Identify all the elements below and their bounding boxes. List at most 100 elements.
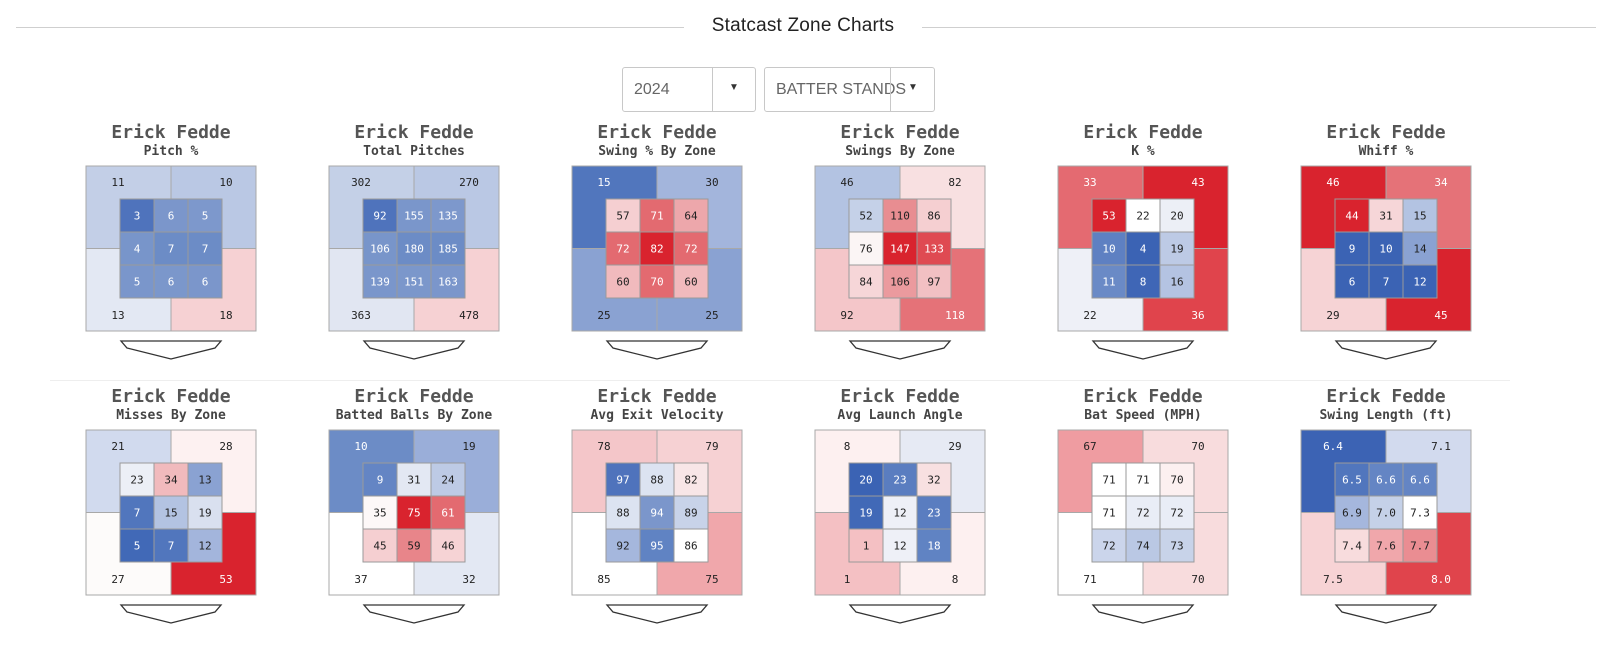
- strike-zone-value: 71: [650, 210, 663, 223]
- outer-zone-value: 29: [948, 440, 961, 453]
- strike-zone-value: 6: [168, 276, 175, 289]
- caret-down-icon[interactable]: ▼: [908, 82, 918, 93]
- strike-zone-value: 7: [134, 507, 141, 520]
- strike-zone-cell: [1091, 495, 1127, 530]
- strike-zone-value: 9: [377, 474, 384, 487]
- strike-zone-value: 3: [134, 210, 141, 223]
- chart-title: Avg Exit Velocity: [590, 408, 724, 423]
- strike-zone-cell: [1159, 231, 1195, 266]
- outer-zone-value: 46: [1326, 176, 1339, 189]
- strike-zone-value: 59: [407, 540, 420, 553]
- chart-title: Swing % By Zone: [598, 144, 716, 159]
- strike-zone-cell: [882, 462, 918, 497]
- batter-stands-select[interactable]: BATTER STANDS ▼: [764, 67, 935, 112]
- outer-zone-value: 118: [945, 309, 965, 322]
- strike-zone-value: 13: [198, 474, 211, 487]
- strike-zone-cell: [673, 528, 709, 563]
- strike-zone-cell: [430, 462, 466, 497]
- year-select[interactable]: 2024 ▼: [622, 67, 756, 112]
- strike-zone-cell: [153, 198, 189, 233]
- strike-zone-value: 4: [134, 243, 141, 256]
- strike-zone-cell: [916, 462, 952, 497]
- chart-title: Misses By Zone: [116, 408, 226, 423]
- outer-zone-value: 25: [597, 309, 610, 322]
- outer-zone-value: 6.4: [1323, 440, 1343, 453]
- outer-zone-value: 92: [840, 309, 853, 322]
- outer-zone-value: 43: [1191, 176, 1204, 189]
- zone-heatmap: 67 70 71 70 71 71 70 71 72 72 72 74 73: [1057, 429, 1229, 624]
- strike-zone-value: 20: [1170, 210, 1183, 223]
- zone-chart: Erick Fedde Total Pitches 302 270 363 478 92 15…: [304, 122, 524, 362]
- strike-zone-cell: [187, 528, 223, 563]
- strike-zone-cell: [639, 264, 675, 299]
- outer-zone-value: 46: [840, 176, 853, 189]
- strike-zone-cell: [1125, 231, 1161, 266]
- strike-zone-value: 72: [1102, 540, 1115, 553]
- home-plate-icon: [1091, 340, 1195, 360]
- strike-zone-value: 106: [890, 276, 910, 289]
- strike-zone-value: 12: [1413, 276, 1426, 289]
- chart-title: K %: [1131, 144, 1155, 159]
- strike-zone-value: 5: [134, 276, 141, 289]
- zone-chart: Erick Fedde K % 33 43 22 36 53 22 20 10 4 19 11 8 16: [1033, 122, 1253, 362]
- home-plate-icon: [119, 340, 223, 360]
- strike-zone-cell: [1159, 528, 1195, 563]
- strike-zone-value: 72: [616, 243, 629, 256]
- zone-heatmap: 33 43 22 36 53 22 20 10 4 19 11 8 16: [1057, 165, 1229, 360]
- section-title: Statcast Zone Charts: [711, 15, 895, 36]
- strike-zone-cell: [639, 198, 675, 233]
- strike-zone-cell: [187, 231, 223, 266]
- strike-zone-value: 31: [407, 474, 420, 487]
- zone-chart: Erick Fedde Avg Launch Angle 8 29 1 8 20 23 32 19…: [790, 386, 1010, 626]
- strike-zone-value: 23: [893, 474, 906, 487]
- chart-player-name: Erick Fedde: [597, 122, 717, 143]
- strike-zone-value: 84: [859, 276, 873, 289]
- strike-zone-cell: [362, 528, 398, 563]
- outer-zone-value: 8: [952, 573, 959, 586]
- strike-zone-value: 8: [1140, 276, 1147, 289]
- outer-zone-value: 10: [354, 440, 367, 453]
- strike-zone-cell: [119, 198, 155, 233]
- strike-zone-value: 4: [1140, 243, 1147, 256]
- zone-heatmap: 10 19 37 32 9 31 24 35 75 61 45 59 46: [328, 429, 500, 624]
- outer-zone-value: 478: [459, 309, 479, 322]
- zone-heatmap: 6.4 7.1 7.5 8.0 6.5 6.6 6.6 6.9 7.0 7.3 7.4 7.6 7.7: [1300, 429, 1472, 624]
- strike-zone-cell: [153, 528, 189, 563]
- strike-zone-value: 20: [859, 474, 872, 487]
- strike-zone-cell: [673, 231, 709, 266]
- outer-zone-value: 45: [1434, 309, 1447, 322]
- outer-zone-value: 28: [219, 440, 232, 453]
- strike-zone-value: 92: [616, 540, 629, 553]
- strike-zone-value: 45: [373, 540, 386, 553]
- strike-zone-value: 97: [616, 474, 629, 487]
- strike-zone-value: 61: [441, 507, 454, 520]
- strike-zone-value: 7.3: [1410, 507, 1430, 520]
- chart-title: Avg Launch Angle: [837, 408, 963, 423]
- strike-zone-value: 64: [684, 210, 698, 223]
- strike-zone-value: 71: [1102, 507, 1115, 520]
- strike-zone-cell: [605, 528, 641, 563]
- strike-zone-value: 82: [650, 243, 663, 256]
- zone-heatmap: 78 79 85 75 97 88 82 88 94 89 92 95 86: [571, 429, 743, 624]
- strike-zone-value: 95: [650, 540, 663, 553]
- strike-zone-value: 12: [893, 540, 906, 553]
- outer-zone-value: 78: [597, 440, 610, 453]
- strike-zone-cell: [362, 264, 398, 299]
- strike-zone-value: 15: [164, 507, 177, 520]
- strike-zone-cell: [882, 495, 918, 530]
- strike-zone-cell: [119, 264, 155, 299]
- strike-zone-value: 7.7: [1410, 540, 1430, 553]
- caret-down-icon[interactable]: ▼: [729, 82, 739, 93]
- strike-zone-value: 88: [650, 474, 663, 487]
- strike-zone-value: 7: [1383, 276, 1390, 289]
- outer-zone-value: 7.1: [1431, 440, 1451, 453]
- strike-zone-cell: [1402, 231, 1438, 266]
- strike-zone-value: 110: [890, 210, 910, 223]
- strike-zone-value: 35: [373, 507, 386, 520]
- strike-zone-value: 19: [1170, 243, 1183, 256]
- zone-chart: Erick Fedde Bat Speed (MPH) 67 70 71 70 71 71 70…: [1033, 386, 1253, 626]
- chart-player-name: Erick Fedde: [1083, 386, 1203, 407]
- strike-zone-value: 94: [650, 507, 664, 520]
- strike-zone-value: 5: [202, 210, 209, 223]
- strike-zone-value: 31: [1379, 210, 1392, 223]
